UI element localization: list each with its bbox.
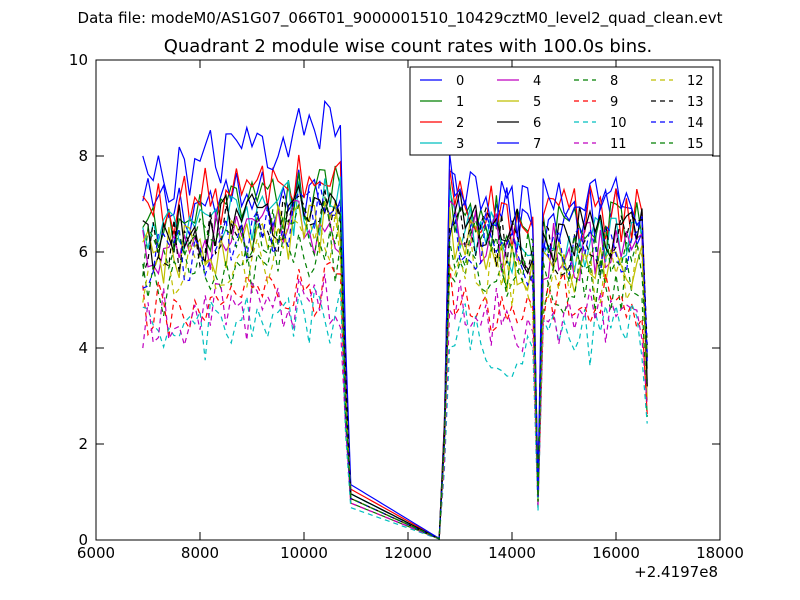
legend-label-1: 1	[456, 95, 464, 110]
x-tick-label: 16000	[592, 544, 640, 562]
chart-title: Quadrant 2 module wise count rates with …	[163, 36, 653, 57]
series-line-10	[142, 286, 648, 540]
legend-label-0: 0	[456, 74, 464, 89]
legend-label-2: 2	[456, 116, 464, 131]
legend-box	[409, 66, 714, 156]
y-tick-label: 8	[78, 147, 88, 165]
legend-label-3: 3	[456, 137, 464, 152]
series-line-11	[142, 273, 648, 540]
series-line-13	[142, 188, 648, 540]
legend-label-14: 14	[687, 116, 704, 131]
x-tick-label: 14000	[488, 544, 536, 562]
x-tick-label: 18000	[696, 544, 744, 562]
series-layer	[142, 99, 648, 540]
x-tick-label: 10000	[280, 544, 328, 562]
series-line-7	[142, 99, 648, 540]
y-tick-label: 6	[78, 243, 88, 261]
legend-label-4: 4	[533, 74, 541, 89]
y-tick-label: 10	[69, 51, 88, 69]
y-tick-label: 2	[78, 435, 88, 453]
x-tick-label: 8000	[181, 544, 219, 562]
legend-label-9: 9	[610, 95, 618, 110]
y-tick-label: 0	[78, 531, 88, 549]
data-file-title: Data file: modeM0/AS1G07_066T01_90000015…	[77, 9, 723, 27]
x-tick-label: 12000	[384, 544, 432, 562]
legend-label-8: 8	[610, 74, 618, 89]
series-line-9	[142, 261, 648, 540]
series-line-2	[142, 154, 648, 540]
series-line-15	[142, 196, 648, 540]
legend-label-10: 10	[610, 116, 627, 131]
legend-label-11: 11	[610, 137, 627, 152]
y-tick-label: 4	[78, 339, 88, 357]
legend-label-7: 7	[533, 137, 541, 152]
legend-label-15: 15	[687, 137, 704, 152]
legend-label-5: 5	[533, 95, 541, 110]
legend-label-13: 13	[687, 95, 704, 110]
series-line-14	[142, 180, 648, 540]
series-line-6	[142, 183, 648, 540]
series-line-8	[142, 230, 648, 540]
x-axis-offset-label: +2.4197e8	[634, 563, 718, 581]
x-tick-label: 6000	[77, 544, 115, 562]
legend-label-6: 6	[533, 116, 541, 131]
legend-label-12: 12	[687, 74, 704, 89]
